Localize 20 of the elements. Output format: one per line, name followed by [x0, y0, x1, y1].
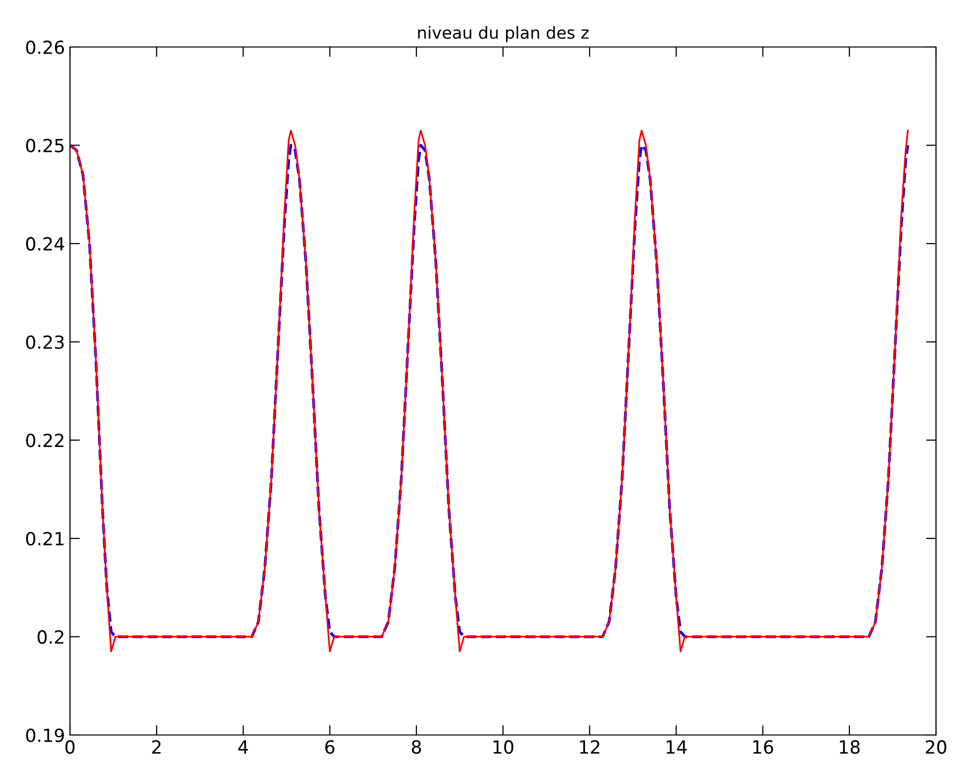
x-tick-label: 10 [493, 740, 514, 754]
y-tick-label: 0.25 [26, 138, 64, 152]
x-tick-label: 4 [238, 740, 248, 754]
y-tick-label: 0.26 [26, 40, 64, 54]
x-tick-label: 0 [65, 740, 75, 754]
chart-title: niveau du plan des z [418, 26, 589, 42]
x-tick-label: 14 [666, 740, 687, 754]
x-tick-label: 18 [840, 740, 860, 754]
y-tick-label: 0.21 [26, 532, 64, 546]
y-tick-label: 0.24 [26, 237, 64, 251]
x-tick-label: 6 [325, 740, 334, 754]
y-tick-label: 0.23 [26, 335, 64, 349]
x-tick-label: 2 [152, 740, 161, 754]
x-tick-label: 20 [926, 740, 946, 754]
y-tick-label: 0.19 [26, 728, 64, 742]
y-tick-label: 0.22 [26, 434, 64, 448]
x-tick-label: 12 [580, 740, 600, 754]
x-tick-label: 8 [412, 740, 421, 754]
x-tick-label: 16 [753, 740, 774, 754]
y-tick-label: 0.2 [38, 630, 64, 644]
